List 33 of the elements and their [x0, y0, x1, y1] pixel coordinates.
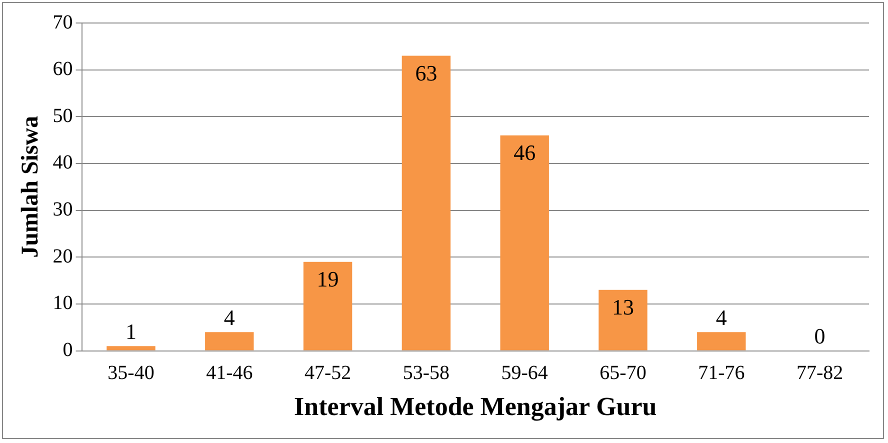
bar	[697, 332, 746, 350]
x-axis-title: Interval Metode Mengajar Guru	[294, 392, 657, 422]
y-tick-label: 10	[52, 292, 73, 314]
bar	[205, 332, 254, 350]
x-tick-label: 65-70	[600, 362, 646, 384]
y-tick-label: 40	[52, 152, 73, 174]
x-tick-label: 47-52	[304, 362, 352, 384]
y-axis-title: Jumlah Siswa	[18, 116, 44, 258]
x-tick-label: 53-58	[402, 362, 450, 384]
x-tick-label: 35-40	[108, 362, 154, 384]
x-tick-label: 77-82	[796, 362, 844, 384]
x-tick-label: 41-46	[206, 362, 253, 384]
data-label: 4	[224, 304, 235, 330]
bar	[303, 262, 352, 350]
y-tick-label: 20	[52, 245, 73, 268]
bar	[598, 290, 648, 350]
data-label: 13	[612, 294, 634, 320]
bar	[500, 135, 549, 350]
y-tick-label: 0	[62, 339, 73, 362]
bar	[402, 56, 451, 350]
data-label: 1	[126, 318, 136, 344]
bar	[106, 346, 156, 350]
y-tick-label: 70	[52, 11, 73, 34]
data-label: 63	[415, 60, 438, 86]
data-label: 46	[514, 140, 536, 166]
data-label: 4	[716, 304, 727, 330]
y-tick-label: 50	[52, 104, 73, 127]
data-label: 19	[316, 266, 339, 292]
x-tick-label: 59-64	[501, 362, 548, 384]
y-tick-label: 30	[52, 198, 73, 221]
x-tick-label: 71-76	[698, 362, 745, 384]
y-tick-label: 60	[52, 58, 73, 80]
data-label: 0	[814, 324, 826, 349]
